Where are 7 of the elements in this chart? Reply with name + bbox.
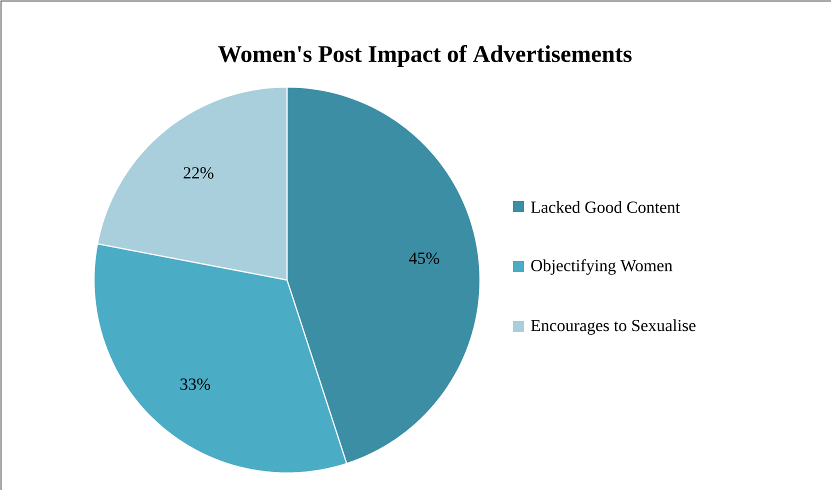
chart-title: Women's Post Impact of Advertisements bbox=[218, 45, 632, 67]
legend-label: Objectifying Women bbox=[531, 259, 672, 275]
data-label: 22% bbox=[184, 167, 214, 179]
legend-label: Lacked Good Content bbox=[531, 201, 680, 213]
legend-label: Encourages to Sexualise bbox=[531, 319, 696, 335]
data-label: 33% bbox=[180, 378, 210, 390]
data-label: 45% bbox=[409, 252, 440, 264]
